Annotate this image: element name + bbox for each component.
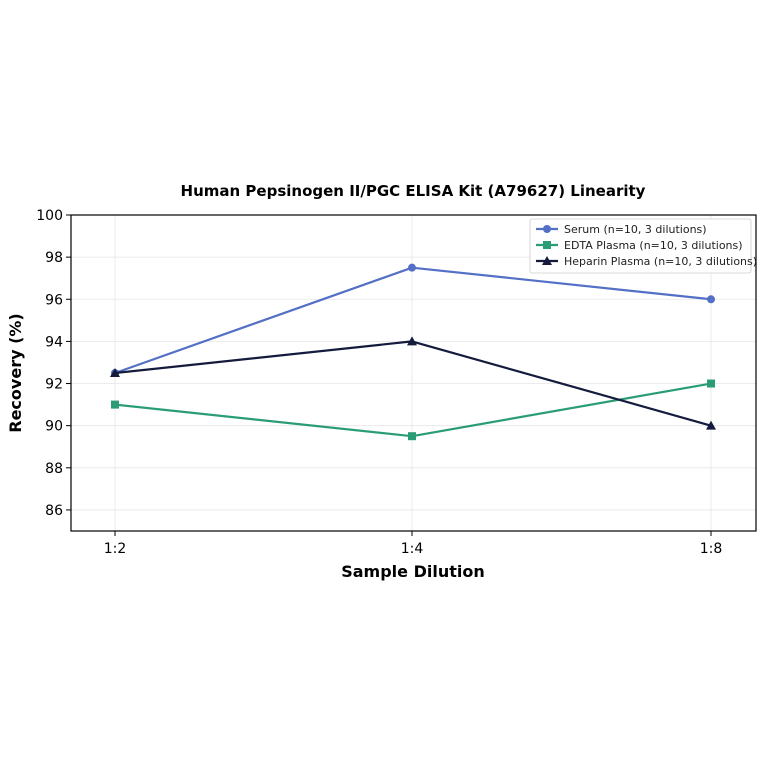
y-tick-label: 86	[45, 503, 63, 519]
data-point	[111, 400, 119, 409]
data-point	[110, 368, 120, 377]
legend-box	[529, 218, 752, 274]
y-tick-label: 100	[36, 208, 63, 224]
data-point	[707, 295, 715, 304]
y-tick-label: 88	[45, 461, 63, 477]
y-tick-label: 94	[45, 334, 63, 350]
x-tick-label: 1:2	[104, 541, 127, 557]
series-lines	[110, 263, 716, 441]
series-1	[111, 379, 715, 441]
y-tick-label: 90	[45, 419, 63, 435]
x-tick-label: 1:4	[401, 541, 424, 557]
data-point	[408, 432, 416, 441]
data-point	[408, 263, 416, 272]
legend-swatch-marker	[543, 241, 551, 249]
legend-entry: Heparin Plasma (n=10, 3 dilutions)	[564, 255, 757, 268]
legend-swatch-marker	[543, 225, 551, 233]
chart-title: Human Pepsinogen II/PGC ELISA Kit (A7962…	[181, 182, 646, 200]
plot-frame	[70, 214, 757, 532]
legend-entry: EDTA Plasma (n=10, 3 dilutions)	[564, 239, 743, 252]
legend-swatch-marker	[542, 256, 552, 265]
data-point	[707, 379, 715, 388]
y-axis-label: Recovery (%)	[6, 313, 25, 432]
data-point	[407, 336, 417, 346]
x-axis-ticks: 1:2 1:4 1:8	[104, 531, 723, 557]
y-tick-label: 98	[45, 250, 63, 266]
data-point	[706, 420, 716, 430]
y-tick-label: 96	[45, 292, 63, 308]
legend: Serum (n=10, 3 dilutions) EDTA Plasma (n=…	[529, 218, 757, 274]
y-axis-ticks: 86 88 90 92 94 96 98 100	[36, 208, 71, 519]
series-2	[110, 336, 716, 430]
legend-entry: Serum (n=10, 3 dilutions)	[564, 223, 707, 236]
x-axis-label: Sample Dilution	[341, 562, 485, 581]
x-tick-label: 1:8	[700, 541, 723, 557]
y-tick-label: 92	[45, 377, 63, 393]
